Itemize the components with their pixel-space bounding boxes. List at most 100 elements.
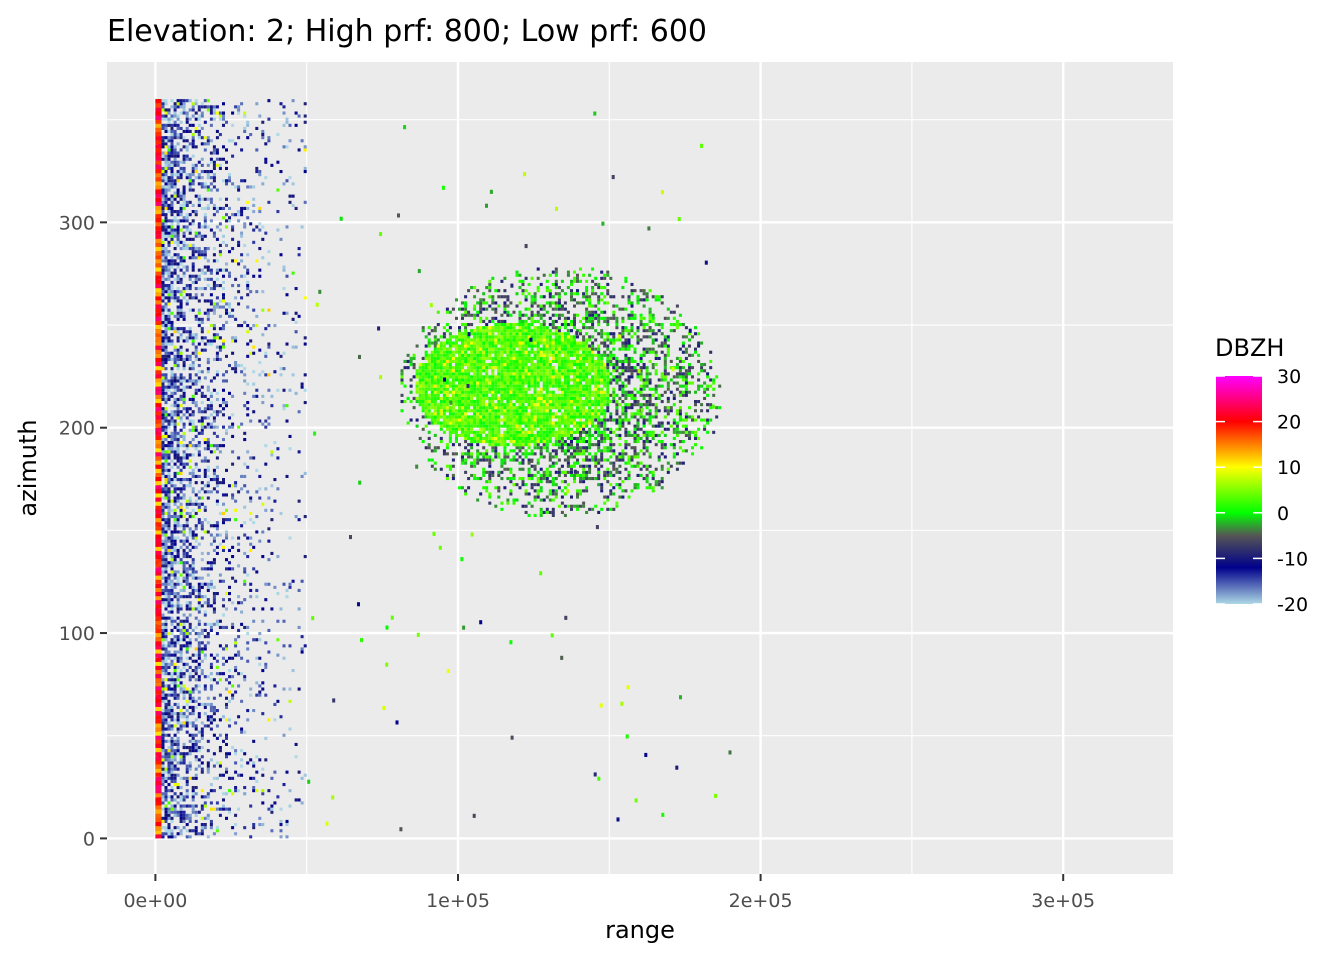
clutter-cell: [170, 459, 174, 463]
clutter-cell: [188, 585, 192, 589]
clutter-cell: [179, 166, 183, 170]
clutter-cell: [222, 305, 225, 309]
clutter-cell: [264, 662, 268, 666]
clutter-cell: [200, 293, 204, 297]
clutter-cell: [246, 284, 250, 288]
echo-cell: [627, 443, 631, 447]
echo-cell: [609, 473, 613, 477]
clutter-cell: [182, 200, 186, 204]
echo-cell: [606, 495, 610, 499]
clutter-cell: [194, 669, 198, 673]
echo-cell: [427, 415, 431, 419]
clutter-cell: [179, 206, 183, 210]
clutter-cell: [191, 308, 195, 312]
clutter-cell: [173, 678, 177, 682]
clutter-cell: [218, 761, 222, 765]
echo-cell: [563, 480, 567, 484]
ring-cell: [155, 555, 162, 560]
clutter-cell: [188, 373, 192, 377]
clutter-cell: [209, 533, 213, 537]
echo-cell: [473, 433, 477, 437]
echo-cell: [494, 446, 498, 450]
clutter-cell: [194, 826, 198, 830]
clutter-cell: [185, 200, 189, 204]
echo-cell: [548, 480, 552, 484]
echo-cell: [576, 495, 579, 499]
clutter-cell: [176, 786, 180, 790]
clutter-cell: [194, 357, 198, 361]
clutter-cell: [297, 770, 301, 774]
clutter-cell: [164, 379, 168, 383]
echo-cell: [509, 430, 513, 434]
clutter-cell: [218, 733, 222, 737]
clutter-cell: [191, 570, 195, 574]
clutter-cell: [194, 194, 198, 198]
echo-cell: [566, 464, 570, 468]
clutter-cell: [188, 767, 192, 771]
clutter-cell: [237, 628, 241, 632]
clutter-cell: [161, 601, 165, 605]
clutter-cell: [246, 413, 250, 417]
clutter-cell: [194, 280, 198, 284]
clutter-cell: [161, 308, 165, 312]
clutter-cell: [170, 213, 174, 217]
echo-cell: [527, 440, 531, 444]
echo-cell: [470, 440, 474, 444]
echo-cell: [548, 470, 552, 474]
clutter-cell: [170, 592, 174, 596]
echo-cell: [430, 412, 434, 416]
clutter-cell: [173, 345, 177, 349]
echo-cell: [691, 415, 694, 419]
clutter-cell: [185, 573, 189, 577]
clutter-cell: [167, 259, 171, 263]
clutter-cell: [203, 222, 207, 226]
clutter-cell: [191, 474, 195, 478]
clutter-cell: [197, 474, 201, 478]
clutter-cell: [237, 635, 241, 639]
clutter-cell: [303, 471, 307, 475]
clutter-cell: [200, 832, 204, 836]
clutter-cell: [215, 709, 219, 713]
clutter-cell: [246, 305, 250, 309]
clutter-cell: [170, 755, 174, 759]
echo-cell: [473, 412, 477, 416]
echo-cell: [479, 492, 483, 496]
clutter-cell: [167, 478, 171, 482]
clutter-cell: [191, 336, 195, 340]
clutter-cell: [182, 508, 186, 512]
clutter-cell: [182, 206, 186, 210]
echo-cell: [539, 510, 543, 514]
echo-cell: [585, 446, 589, 450]
echo-cell: [539, 489, 543, 493]
clutter-cell: [249, 835, 253, 839]
echo-cell: [494, 504, 498, 508]
clutter-cell: [182, 219, 186, 223]
clutter-cell: [185, 579, 189, 583]
clutter-cell: [209, 564, 213, 568]
clutter-cell: [185, 823, 189, 827]
clutter-cell: [167, 320, 171, 324]
clutter-cell: [185, 604, 189, 608]
echo-cell: [503, 443, 507, 447]
clutter-cell: [203, 219, 207, 223]
clutter-cell: [240, 474, 244, 478]
clutter-cell: [182, 422, 186, 426]
clutter-cell: [164, 604, 168, 608]
clutter-cell: [203, 287, 207, 291]
echo-cell: [579, 436, 582, 440]
clutter-cell: [161, 699, 165, 703]
clutter-cell: [218, 481, 222, 485]
clutter-cell: [161, 231, 165, 235]
clutter-cell: [188, 746, 192, 750]
echo-cell: [503, 461, 507, 465]
echo-cell: [570, 443, 573, 447]
echo-cell: [576, 470, 579, 474]
clutter-cell: [167, 505, 171, 509]
echo-cell: [566, 421, 570, 425]
clutter-cell: [167, 444, 171, 448]
clutter-cell: [167, 705, 171, 709]
clutter-cell: [197, 407, 201, 411]
echo-cell: [527, 427, 531, 431]
clutter-cell: [167, 117, 171, 121]
clutter-cell: [170, 333, 174, 337]
